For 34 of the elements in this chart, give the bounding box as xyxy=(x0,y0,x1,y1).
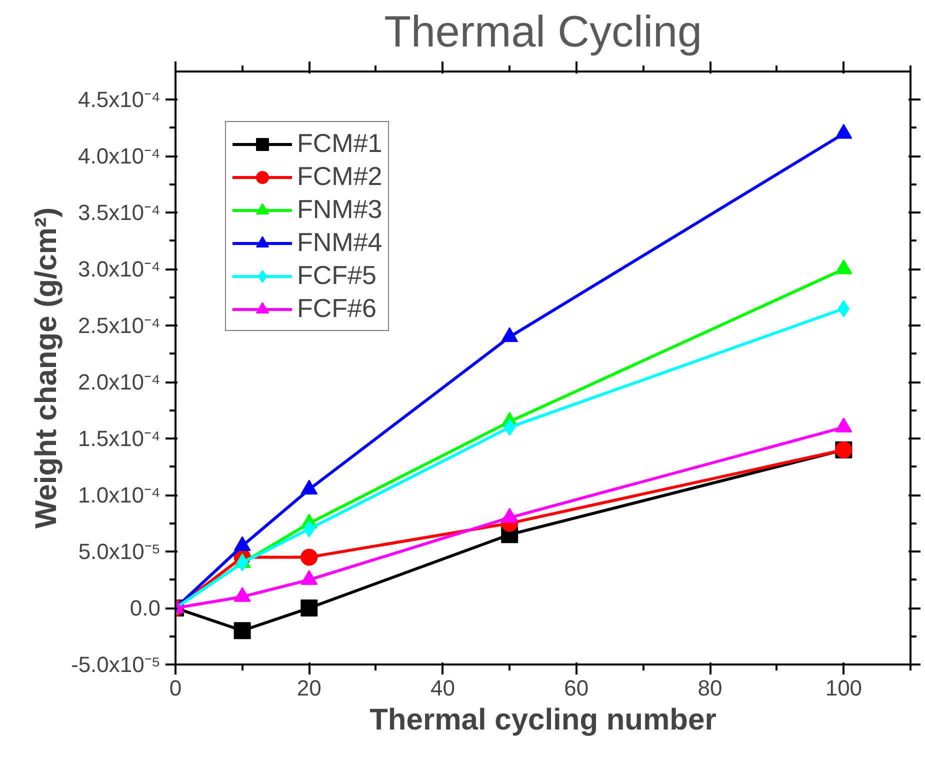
x-tick-label: 0 xyxy=(169,676,182,700)
x-tick-label: 80 xyxy=(698,676,722,700)
x-tick-label: 100 xyxy=(825,676,862,700)
chart-title: Thermal Cycling xyxy=(384,8,702,56)
y-tick-label: 5.0x10⁻⁵ xyxy=(78,539,161,564)
legend-label: FNM#4 xyxy=(297,227,382,258)
point xyxy=(300,600,318,617)
legend-label: FCF#6 xyxy=(297,293,376,324)
x-tick-label: 60 xyxy=(564,676,589,700)
y-tick-label: 2.5x10⁻⁴ xyxy=(78,313,161,338)
point xyxy=(234,622,251,640)
y-tick-label: -5.0x10⁻⁵ xyxy=(71,652,160,677)
point xyxy=(236,554,248,572)
point xyxy=(835,124,852,139)
y-tick-label: 0.0 xyxy=(130,596,161,621)
point xyxy=(835,418,852,432)
x-axis-title: Thermal cycling number xyxy=(370,704,717,736)
legend-label: FCM#1 xyxy=(297,128,382,159)
point xyxy=(300,548,318,566)
point xyxy=(835,259,852,274)
x-tick-label: 20 xyxy=(296,676,322,700)
y-tick-label: 3.0x10⁻⁴ xyxy=(78,256,161,282)
y-tick-label: 4.5x10⁻⁴ xyxy=(78,87,161,112)
y-tick-label: 1.0x10⁻⁴ xyxy=(78,482,161,508)
legend-label: FCM#2 xyxy=(297,161,382,192)
x-tick-label: 40 xyxy=(430,676,456,700)
point xyxy=(501,327,518,342)
y-axis-title: Weight change (g/cm²) xyxy=(30,207,63,529)
y-tick-label: 4.0x10⁻⁴ xyxy=(78,144,161,169)
legend-label: FCF#5 xyxy=(297,260,376,291)
y-tick-label: 3.5x10⁻⁴ xyxy=(78,200,161,226)
legend-label: FNM#3 xyxy=(297,194,382,225)
y-tick-label: 2.0x10⁻⁴ xyxy=(78,370,161,395)
y-tick-label: 1.5x10⁻⁴ xyxy=(78,426,161,452)
